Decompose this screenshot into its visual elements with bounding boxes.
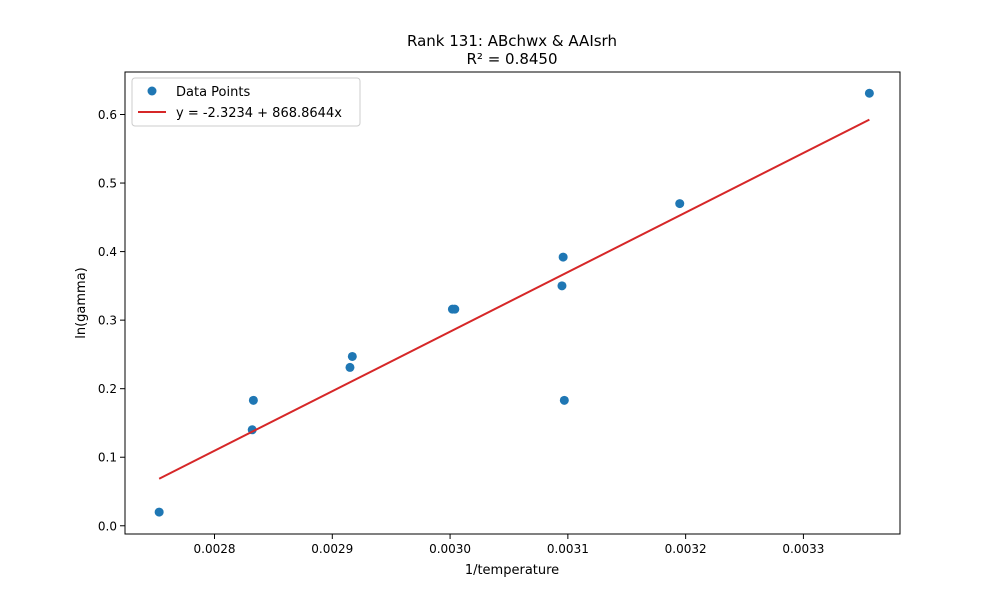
x-tick-label: 0.0032 — [665, 542, 707, 556]
legend: Data Points y = -2.3234 + 868.8644x — [131, 77, 361, 127]
data-point — [558, 252, 568, 262]
x-tick-label: 0.0033 — [782, 542, 824, 556]
data-point — [345, 362, 355, 372]
data-point — [450, 304, 460, 314]
plot-area — [154, 88, 874, 517]
x-tick-label: 0.0028 — [194, 542, 236, 556]
data-point — [675, 199, 685, 209]
x-axis-label: 1/temperature — [465, 563, 559, 578]
data-point — [864, 88, 874, 98]
chart-subtitle: R² = 0.8450 — [466, 50, 557, 68]
y-tick-label: 0.5 — [98, 177, 117, 191]
data-point — [248, 395, 258, 405]
y-tick-label: 0.4 — [98, 245, 117, 259]
data-point — [154, 507, 164, 517]
legend-marker-data-points — [147, 86, 157, 96]
y-axis: 0.0 0.1 0.2 0.3 0.4 0.5 0.6 — [98, 108, 125, 533]
data-point — [557, 281, 567, 291]
data-point — [347, 351, 357, 361]
chart-title: Rank 131: ABchwx & AAIsrh — [407, 32, 617, 50]
y-tick-label: 0.6 — [98, 108, 117, 122]
x-tick-label: 0.0030 — [429, 542, 471, 556]
y-tick-label: 0.3 — [98, 314, 117, 328]
x-tick-label: 0.0029 — [311, 542, 353, 556]
regression-line — [158, 118, 870, 480]
legend-label-fit-line: y = -2.3234 + 868.8644x — [176, 106, 342, 121]
x-tick-label: 0.0031 — [547, 542, 589, 556]
y-tick-label: 0.0 — [98, 519, 117, 533]
y-tick-label: 0.2 — [98, 382, 117, 396]
y-tick-label: 0.1 — [98, 451, 117, 465]
plot-frame — [124, 71, 901, 535]
legend-box — [131, 77, 361, 127]
y-axis-label: ln(gamma) — [74, 267, 89, 339]
x-axis: 0.0028 0.0029 0.0030 0.0031 0.0032 0.0033 — [194, 534, 824, 556]
legend-label-data-points: Data Points — [176, 85, 250, 100]
data-point — [559, 395, 569, 405]
